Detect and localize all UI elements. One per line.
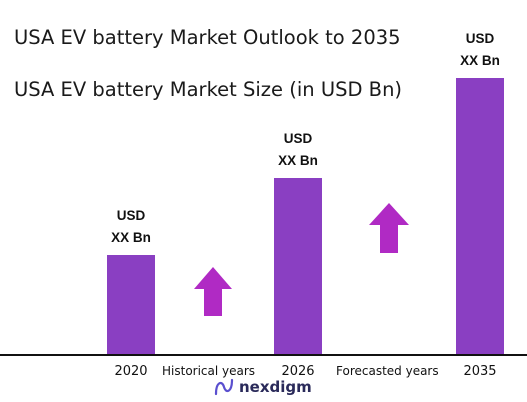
data-label-line: USD <box>283 131 313 146</box>
category-label-2035: 2035 <box>463 364 497 379</box>
chart-subtitle: USA EV battery Market Size (in USD Bn) <box>14 78 403 101</box>
growth-arrow-forecast-icon <box>369 203 409 253</box>
data-label-2035: USD XX Bn <box>440 28 520 72</box>
data-label-line: USD <box>116 208 146 223</box>
annotation-forecasted-years: Forecasted years <box>336 364 439 378</box>
category-label-2026: 2026 <box>281 364 315 379</box>
data-label-line: USD <box>465 31 495 46</box>
data-label-2020: USD XX Bn <box>91 205 171 249</box>
nexdigm-logo-icon <box>214 378 234 396</box>
data-label-line: XX Bn <box>111 230 151 245</box>
chart-title: USA EV battery Market Outlook to 2035 <box>14 26 401 49</box>
bar-2026 <box>274 178 322 355</box>
brand-logo: nexdigm <box>214 378 312 396</box>
bar-2020 <box>107 255 155 355</box>
data-label-2026: USD XX Bn <box>258 128 338 172</box>
data-label-line: XX Bn <box>460 53 500 68</box>
growth-arrow-historical-icon <box>194 267 232 316</box>
data-label-line: XX Bn <box>278 153 318 168</box>
category-label-2020: 2020 <box>114 364 148 379</box>
annotation-historical-years: Historical years <box>162 364 256 378</box>
bar-2035 <box>456 78 504 355</box>
bars-group <box>107 78 504 355</box>
brand-name: nexdigm <box>239 378 312 396</box>
